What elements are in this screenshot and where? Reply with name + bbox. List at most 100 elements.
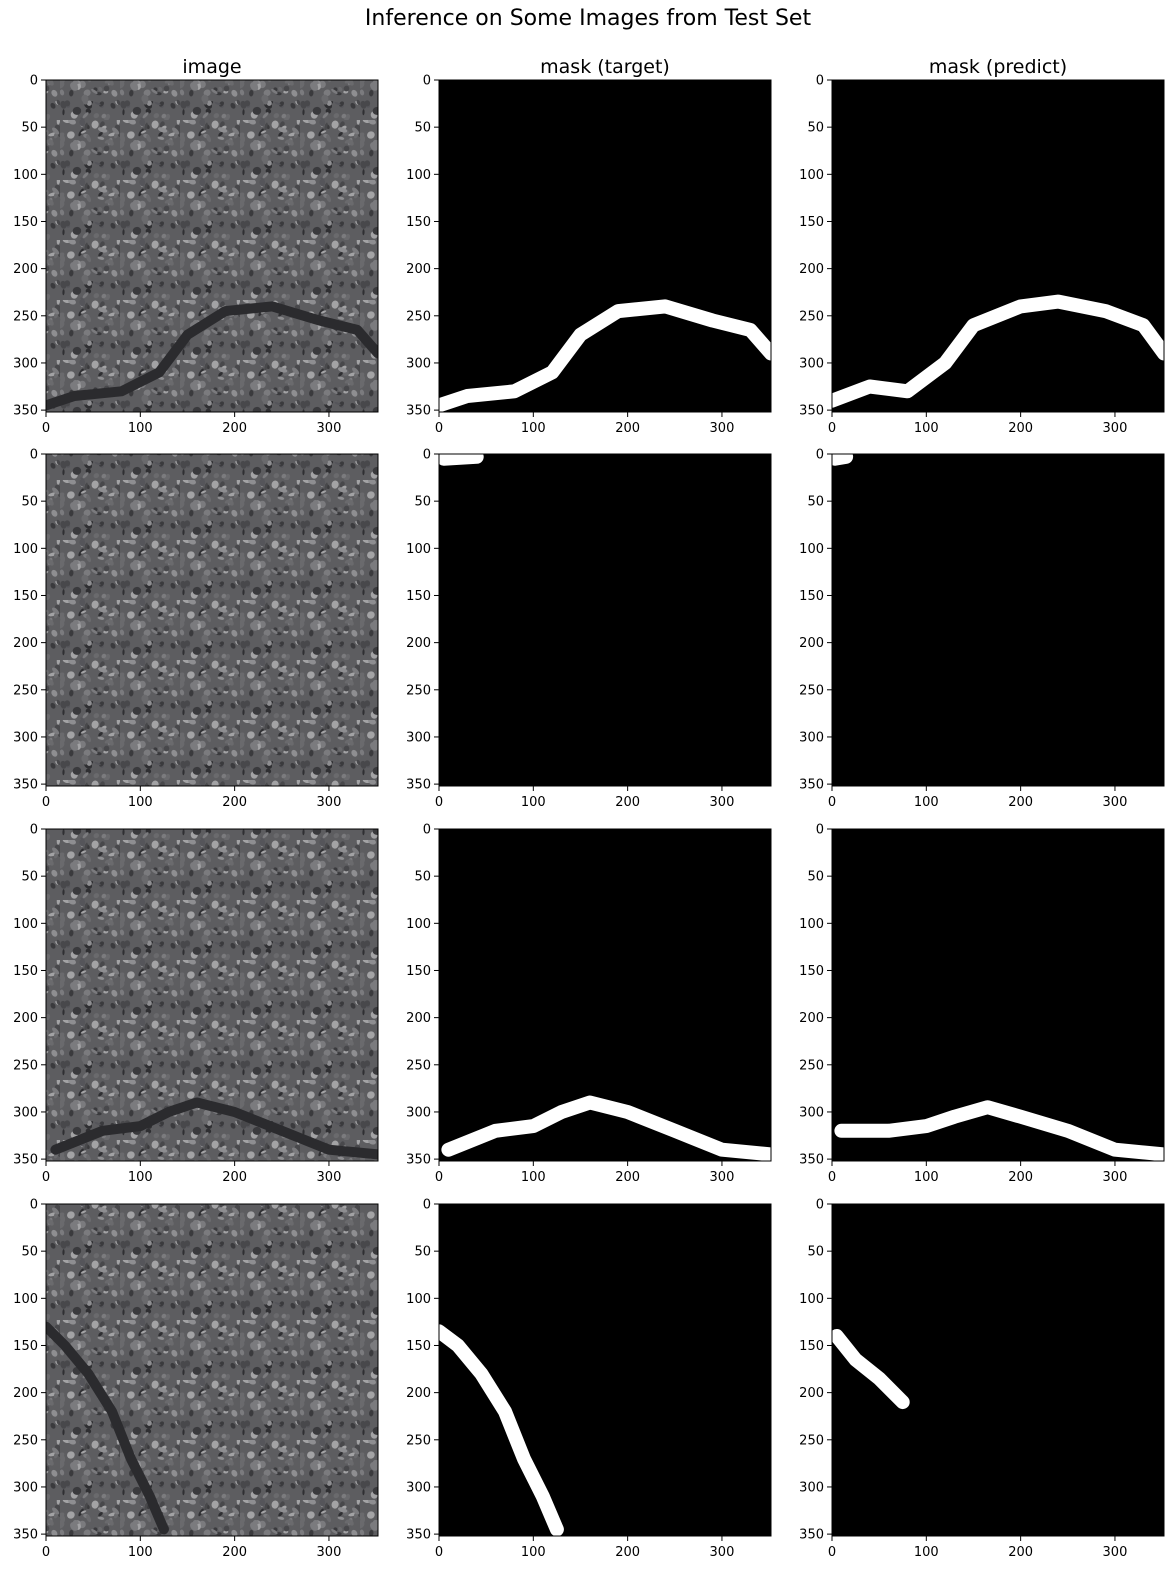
y-tick-label: 250 — [799, 309, 824, 324]
axes-frame — [831, 79, 1165, 413]
panel: 0 100 200 300 0 50 100 150 200 250 300 350 — [406, 74, 772, 436]
panel: 0 100 200 300 0 50 100 150 200 250 300 350 — [406, 1198, 772, 1560]
y-tick-label: 350 — [406, 778, 431, 793]
x-tick-label: 100 — [914, 421, 939, 436]
axes-frame — [831, 828, 1165, 1162]
y-tick-label: 100 — [13, 917, 38, 932]
x-tick-label: 0 — [435, 795, 443, 810]
y-tick-label: 200 — [13, 1011, 38, 1026]
x-tick-label: 0 — [828, 1545, 836, 1560]
y-tick-label: 200 — [406, 1011, 431, 1026]
asphalt-image — [46, 80, 378, 412]
crack-mask — [832, 454, 854, 466]
y-tick-label: 150 — [799, 1339, 824, 1354]
y-tick-label: 350 — [13, 1528, 38, 1543]
y-tick-label: 350 — [13, 404, 38, 419]
x-tick-label: 0 — [828, 421, 836, 436]
crack-mask — [439, 454, 484, 466]
y-tick-label: 50 — [414, 1245, 431, 1260]
axes-frame — [438, 1203, 772, 1537]
y-tick-label: 100 — [13, 1292, 38, 1307]
axes-frame — [831, 1203, 1165, 1537]
crack-mask — [441, 1095, 771, 1161]
y-tick-label: 0 — [423, 448, 431, 463]
y-tick-label: 50 — [414, 870, 431, 885]
mask-image — [832, 1204, 1164, 1536]
y-tick-label: 100 — [799, 542, 824, 557]
y-tick-label: 300 — [799, 1480, 824, 1495]
x-tick-label: 300 — [317, 795, 342, 810]
x-tick-label: 100 — [521, 1170, 546, 1185]
y-tick-label: 300 — [13, 1480, 38, 1495]
y-tick-label: 50 — [807, 870, 824, 885]
axes-frame — [831, 453, 1165, 787]
crack-line — [50, 1097, 378, 1160]
y-tick-label: 350 — [406, 404, 431, 419]
y-tick-label: 150 — [799, 215, 824, 230]
x-tick-label: 100 — [914, 1545, 939, 1560]
axes-frame — [45, 828, 379, 1162]
y-tick-label: 0 — [30, 448, 38, 463]
axes-frame — [45, 79, 379, 413]
y-tick-label: 350 — [406, 1528, 431, 1543]
panel: 0 100 200 300 0 50 100 150 200 250 300 350 — [799, 74, 1165, 436]
y-tick-label: 250 — [13, 683, 38, 698]
axes-frame — [45, 1203, 379, 1537]
x-tick-label: 200 — [1008, 795, 1033, 810]
y-tick-label: 0 — [816, 823, 824, 838]
x-tick-label: 200 — [222, 1545, 247, 1560]
y-tick-label: 300 — [799, 730, 824, 745]
x-tick-label: 0 — [435, 1170, 443, 1185]
y-tick-label: 150 — [406, 964, 431, 979]
mask-image — [832, 80, 1164, 412]
panel: 0 100 200 300 0 50 100 150 200 250 300 350 — [799, 448, 1165, 810]
y-tick-label: 100 — [406, 917, 431, 932]
crack-line — [46, 301, 378, 411]
crack-mask — [834, 1100, 1164, 1161]
y-tick-label: 150 — [13, 964, 38, 979]
x-tick-label: 200 — [1008, 1170, 1033, 1185]
y-tick-label: 100 — [13, 542, 38, 557]
x-tick-label: 200 — [222, 795, 247, 810]
y-tick-label: 300 — [406, 730, 431, 745]
y-tick-label: 100 — [13, 168, 38, 183]
x-tick-label: 300 — [1103, 421, 1128, 436]
y-tick-label: 100 — [406, 542, 431, 557]
x-tick-label: 0 — [828, 1170, 836, 1185]
x-tick-label: 100 — [521, 1545, 546, 1560]
y-tick-label: 0 — [423, 74, 431, 89]
axes-frame — [45, 453, 379, 787]
x-tick-label: 100 — [521, 421, 546, 436]
axes-frame — [438, 828, 772, 1162]
x-tick-label: 200 — [615, 1170, 640, 1185]
mask-image — [832, 454, 1164, 786]
y-tick-label: 350 — [799, 1153, 824, 1168]
x-tick-label: 200 — [1008, 1545, 1033, 1560]
y-tick-label: 200 — [13, 636, 38, 651]
axes-frame — [438, 453, 772, 787]
y-tick-label: 150 — [799, 589, 824, 604]
y-tick-label: 0 — [816, 74, 824, 89]
y-tick-label: 250 — [406, 309, 431, 324]
x-tick-label: 100 — [128, 1545, 153, 1560]
y-tick-label: 150 — [406, 215, 431, 230]
panel: 0 100 200 300 0 50 100 150 200 250 300 350 — [799, 823, 1165, 1185]
y-tick-label: 100 — [406, 1292, 431, 1307]
y-tick-label: 200 — [799, 636, 824, 651]
y-tick-label: 200 — [406, 636, 431, 651]
y-tick-label: 0 — [30, 1198, 38, 1213]
figure-title: Inference on Some Images from Test Set — [364, 6, 812, 31]
y-tick-label: 350 — [13, 778, 38, 793]
x-tick-label: 200 — [615, 1545, 640, 1560]
y-tick-label: 50 — [414, 495, 431, 510]
y-tick-label: 250 — [406, 1433, 431, 1448]
y-tick-label: 300 — [13, 1105, 38, 1120]
mask-image — [439, 454, 771, 786]
x-tick-label: 0 — [42, 421, 50, 436]
y-tick-label: 50 — [21, 121, 38, 136]
y-tick-label: 0 — [423, 1198, 431, 1213]
panel: 0 100 200 300 0 50 100 150 200 250 300 350 — [406, 448, 772, 810]
panel: 0 100 200 300 0 50 100 150 200 250 300 350 — [799, 1198, 1165, 1560]
y-tick-label: 50 — [807, 1245, 824, 1260]
